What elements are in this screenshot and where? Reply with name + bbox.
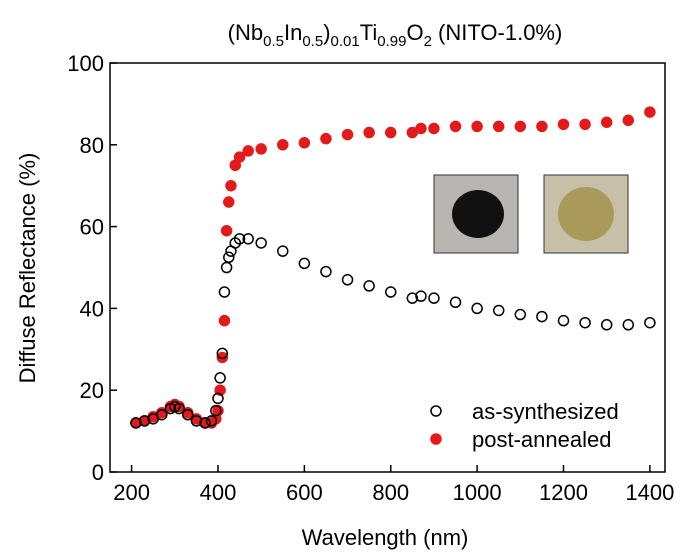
point bbox=[235, 152, 245, 162]
point bbox=[429, 123, 439, 133]
point bbox=[226, 181, 236, 191]
inset-photos bbox=[434, 175, 628, 253]
point bbox=[386, 287, 396, 297]
point bbox=[256, 144, 266, 154]
point bbox=[222, 263, 232, 273]
sample-dark bbox=[452, 190, 504, 238]
title-part: In bbox=[284, 20, 302, 45]
point bbox=[224, 252, 234, 262]
point bbox=[278, 246, 288, 256]
title-part: ) bbox=[323, 20, 330, 45]
point bbox=[537, 312, 547, 322]
point bbox=[645, 107, 655, 117]
x-tick-label: 200 bbox=[113, 480, 150, 505]
point bbox=[429, 293, 439, 303]
point bbox=[602, 117, 612, 127]
point bbox=[321, 134, 331, 144]
y-tick-label: 100 bbox=[67, 51, 104, 76]
sample-light bbox=[558, 187, 614, 241]
title-part: 0.99 bbox=[377, 33, 406, 50]
x-tick-label: 600 bbox=[286, 480, 323, 505]
y-axis-label: Diffuse Reflectance (%) bbox=[15, 153, 40, 384]
point bbox=[256, 238, 266, 248]
point bbox=[494, 121, 504, 131]
point bbox=[623, 320, 633, 330]
legend-label: post-annealed bbox=[472, 427, 611, 452]
y-tick-label: 80 bbox=[80, 133, 104, 158]
x-tick-label: 1200 bbox=[539, 480, 588, 505]
point bbox=[364, 128, 374, 138]
point bbox=[222, 226, 232, 236]
point bbox=[623, 115, 633, 125]
point bbox=[215, 373, 225, 383]
point bbox=[559, 316, 569, 326]
x-tick-label: 1400 bbox=[625, 480, 674, 505]
point bbox=[219, 287, 229, 297]
point bbox=[580, 119, 590, 129]
title-part: 2 bbox=[424, 33, 432, 50]
title-part: O bbox=[406, 20, 423, 45]
y-tick-label: 40 bbox=[80, 296, 104, 321]
point bbox=[386, 128, 396, 138]
x-tick-label: 1000 bbox=[453, 480, 502, 505]
title-part: Ti bbox=[360, 20, 378, 45]
point bbox=[451, 121, 461, 131]
point bbox=[219, 316, 229, 326]
title-part: 0.5 bbox=[263, 33, 284, 50]
point bbox=[515, 310, 525, 320]
point bbox=[416, 123, 426, 133]
y-tick-label: 60 bbox=[80, 215, 104, 240]
point bbox=[472, 121, 482, 131]
chart-title: (Nb0.5In0.5)0.01Ti0.99O2 (NITO-1.0%) bbox=[228, 20, 563, 50]
point bbox=[321, 267, 331, 277]
point bbox=[278, 140, 288, 150]
point bbox=[645, 318, 655, 328]
title-part: (NITO-1.0%) bbox=[432, 20, 562, 45]
y-tick-label: 20 bbox=[80, 378, 104, 403]
title-part: 0.5 bbox=[302, 33, 323, 50]
point bbox=[537, 121, 547, 131]
point bbox=[494, 305, 504, 315]
point bbox=[299, 138, 309, 148]
point bbox=[559, 119, 569, 129]
legend-label: as-synthesized bbox=[472, 399, 619, 424]
point bbox=[243, 146, 253, 156]
point bbox=[580, 318, 590, 328]
legend-marker bbox=[431, 406, 441, 416]
point bbox=[343, 275, 353, 285]
point bbox=[602, 320, 612, 330]
x-tick-label: 400 bbox=[200, 480, 237, 505]
title-part: (Nb bbox=[228, 20, 263, 45]
point bbox=[299, 258, 309, 268]
title-part: 0.01 bbox=[331, 33, 360, 50]
legend-marker bbox=[431, 434, 441, 444]
point bbox=[515, 121, 525, 131]
chart: (Nb0.5In0.5)0.01Ti0.99O2 (NITO-1.0%) Wav… bbox=[0, 0, 680, 553]
point bbox=[224, 197, 234, 207]
y-tick-label: 0 bbox=[92, 460, 104, 485]
point bbox=[343, 130, 353, 140]
x-axis-label: Wavelength (nm) bbox=[302, 525, 469, 550]
point bbox=[472, 303, 482, 313]
point bbox=[451, 297, 461, 307]
x-tick-label: 800 bbox=[372, 480, 409, 505]
point bbox=[364, 281, 374, 291]
